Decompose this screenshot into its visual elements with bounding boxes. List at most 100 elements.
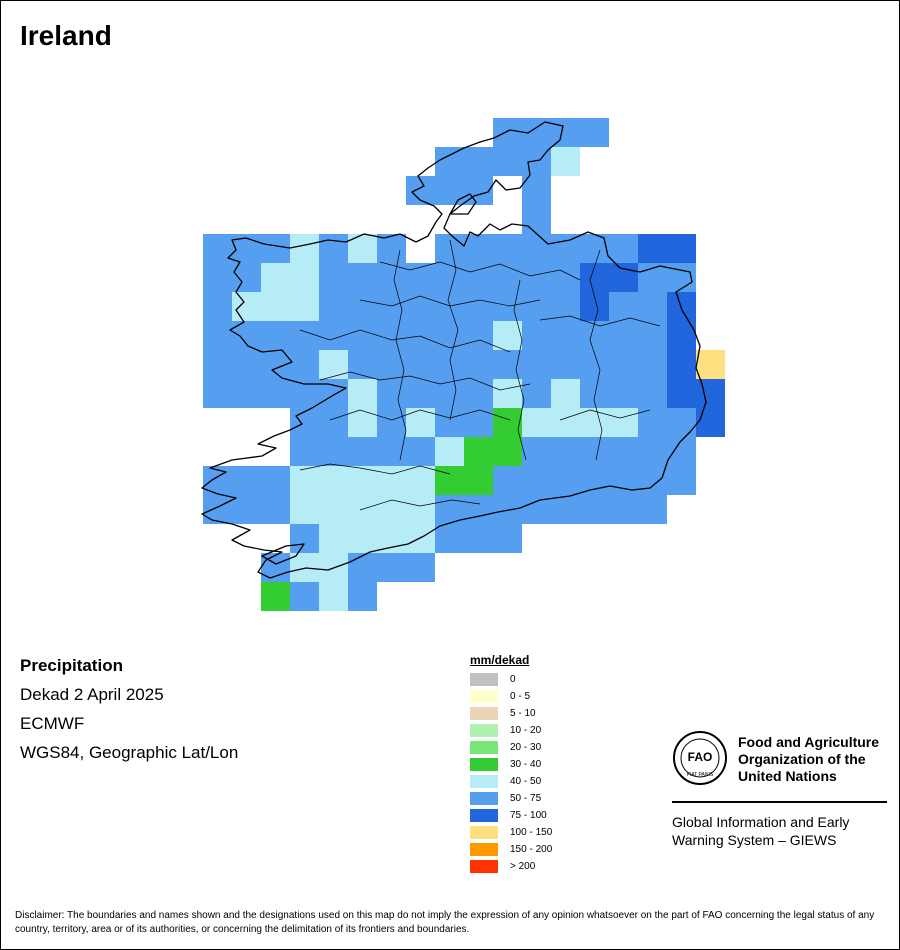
grid-cell: [203, 321, 232, 350]
legend-label: 75 - 100: [510, 810, 547, 821]
grid-cell: [348, 350, 377, 379]
legend-swatch: [470, 775, 498, 788]
grid-cell: [493, 234, 522, 263]
grid-cell: [493, 495, 522, 524]
grid-cell: [377, 437, 406, 466]
grid-cell: [551, 234, 580, 263]
legend-label: 40 - 50: [510, 776, 542, 787]
grid-cell: [290, 321, 319, 350]
svg-text:FIAT PANIS: FIAT PANIS: [687, 772, 714, 778]
grid-cell: [493, 147, 522, 176]
precipitation-map: [201, 118, 725, 611]
legend-item: 0 - 5: [470, 688, 552, 705]
legend-item: 150 - 200: [470, 841, 552, 858]
legend-label: 30 - 40: [510, 759, 542, 770]
grid-cell: [203, 350, 232, 379]
grid-cell: [551, 118, 580, 147]
legend-label: 150 - 200: [510, 844, 553, 855]
grid-cell: [348, 263, 377, 292]
legend-swatch: [470, 690, 498, 703]
grid-cell: [319, 408, 348, 437]
grid-cell: [435, 524, 464, 553]
grid-cell: [348, 408, 377, 437]
grid-cell: [580, 263, 609, 292]
grid-cell: [493, 263, 522, 292]
grid-cell: [464, 466, 493, 495]
grid-cell: [464, 495, 493, 524]
grid-cell: [696, 379, 725, 408]
grid-cell: [638, 263, 667, 292]
grid-cell: [522, 176, 551, 205]
grid-cell: [319, 582, 348, 611]
legend-item: 5 - 10: [470, 705, 552, 722]
giews-name: Global Information and Early Warning Sys…: [672, 813, 892, 849]
grid-cell: [464, 408, 493, 437]
legend-label: 100 - 150: [510, 827, 553, 838]
grid-cell: [290, 495, 319, 524]
grid-cell: [377, 350, 406, 379]
logo-divider: [672, 801, 887, 803]
legend-item: 30 - 40: [470, 756, 552, 773]
grid-cell: [609, 263, 638, 292]
grid-cell: [348, 292, 377, 321]
grid-cell: [464, 292, 493, 321]
grid-cell: [609, 466, 638, 495]
grid-cell: [319, 524, 348, 553]
grid-cell: [319, 350, 348, 379]
grid-cell: [290, 292, 319, 321]
grid-cell: [522, 437, 551, 466]
grid-cell: [377, 524, 406, 553]
grid-cell: [261, 495, 290, 524]
legend-title: mm/dekad: [470, 653, 530, 667]
grid-cell: [522, 234, 551, 263]
legend-swatch: [470, 707, 498, 720]
grid-cell: [609, 292, 638, 321]
grid-cell: [261, 234, 290, 263]
grid-cell: [609, 379, 638, 408]
legend-item: 50 - 75: [470, 790, 552, 807]
grid-cell: [348, 379, 377, 408]
grid-cell: [551, 321, 580, 350]
legend-label: 10 - 20: [510, 725, 542, 736]
grid-cell: [638, 292, 667, 321]
legend-swatch: [470, 758, 498, 771]
grid-cell: [348, 437, 377, 466]
grid-cell: [493, 408, 522, 437]
grid-cell: [319, 495, 348, 524]
grid-cell: [232, 495, 261, 524]
legend-label: 0 - 5: [510, 691, 531, 702]
grid-cell: [551, 495, 580, 524]
grid-cell: [261, 263, 290, 292]
grid-cell: [261, 292, 290, 321]
grid-cell: [435, 466, 464, 495]
grid-cell: [319, 437, 348, 466]
grid-cell: [580, 350, 609, 379]
grid-cell: [580, 118, 609, 147]
grid-cell: [609, 321, 638, 350]
grid-cell: [348, 553, 377, 582]
variable-label: Precipitation: [20, 656, 123, 675]
grid-cell: [203, 379, 232, 408]
grid-cell: [406, 292, 435, 321]
grid-cell: [696, 408, 725, 437]
precipitation-grid: [203, 118, 725, 611]
grid-cell: [464, 147, 493, 176]
grid-cell: [232, 379, 261, 408]
grid-cell: [493, 321, 522, 350]
map-info: Precipitation Dekad 2 April 2025 ECMWF W…: [20, 656, 238, 772]
kerry-peninsula-outline: [261, 543, 305, 565]
grid-cell: [580, 437, 609, 466]
fao-logo-block: FAO FIAT PANIS Food and Agriculture Orga…: [672, 730, 887, 848]
legend-swatch: [470, 860, 498, 873]
grid-cell: [348, 234, 377, 263]
grid-cell: [551, 379, 580, 408]
grid-cell: [406, 379, 435, 408]
legend-label: 50 - 75: [510, 793, 542, 804]
grid-cell: [435, 379, 464, 408]
grid-cell: [319, 234, 348, 263]
period-label: Dekad 2 April 2025: [20, 685, 164, 704]
grid-cell: [580, 466, 609, 495]
grid-cell: [551, 466, 580, 495]
grid-cell: [638, 437, 667, 466]
grid-cell: [290, 408, 319, 437]
